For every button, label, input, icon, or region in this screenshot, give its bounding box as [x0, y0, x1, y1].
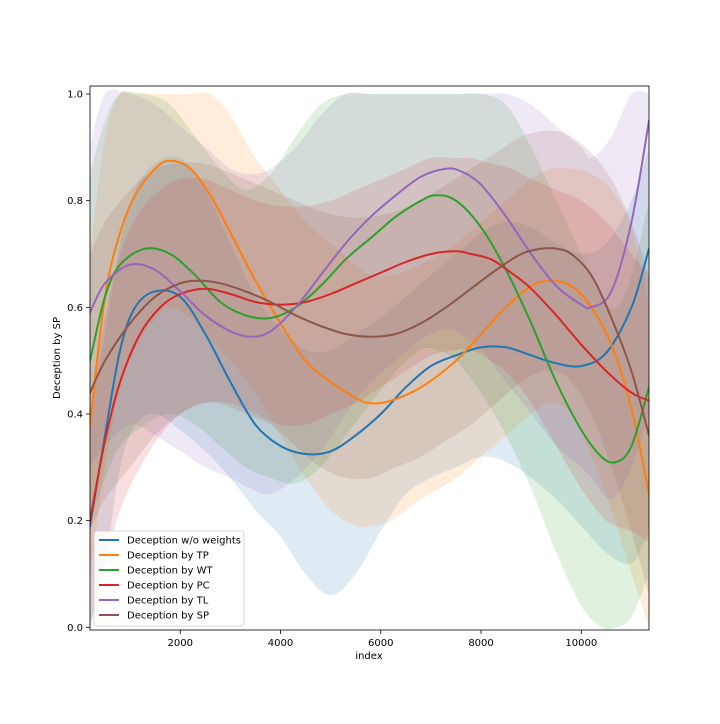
legend-label: Deception by PC — [127, 581, 210, 592]
x-tick-label: 2000 — [168, 638, 193, 649]
series-lines — [90, 119, 649, 527]
series-line-deception-by-pc — [90, 250, 649, 522]
y-tick-label: 0.8 — [67, 196, 83, 207]
legend-label: Deception by TL — [127, 596, 209, 607]
legend-items: Deception w/o weights Deception by TP Dece… — [99, 536, 241, 622]
series-line-deception-by-tp — [90, 159, 649, 495]
legend-label: Deception w/o weights — [127, 536, 241, 547]
legend-label: Deception by TP — [127, 551, 209, 562]
confidence-bands — [90, 89, 649, 630]
legend-box — [93, 530, 245, 627]
x-tick-label: 8000 — [468, 638, 493, 649]
series-line-deception-by-sp — [90, 247, 649, 437]
y-axis: 0.0 0.2 0.4 0.6 0.8 1.0 — [67, 90, 90, 634]
x-axis-title: index — [355, 651, 382, 662]
y-tick-label: 0.6 — [67, 303, 83, 314]
legend-label: Deception by SP — [127, 611, 209, 622]
band-deception-by-sp — [90, 130, 649, 596]
band-deception-by-tp — [90, 90, 649, 628]
y-axis-title: Deception by SP — [52, 317, 63, 399]
y-tick-label: 1.0 — [67, 90, 83, 101]
plot-area-frame — [89, 85, 650, 631]
band-deception-by-wt — [90, 91, 649, 630]
band-deception-w-o-weights — [90, 147, 649, 628]
legend-label: Deception by WT — [127, 566, 214, 577]
y-tick-label: 0.2 — [67, 516, 83, 527]
legend: Deception w/o weights Deception by TP Dece… — [93, 530, 245, 627]
x-tick-label: 10000 — [565, 638, 597, 649]
series-line-deception-by-wt — [90, 194, 649, 464]
series-line-deception-by-tl — [90, 119, 649, 338]
y-tick-label: 0.4 — [67, 410, 83, 421]
x-tick-label: 4000 — [268, 638, 293, 649]
band-deception-by-tl — [90, 89, 649, 500]
y-tick-label: 0.0 — [67, 623, 83, 634]
x-tick-label: 6000 — [368, 638, 393, 649]
series-line-deception-w-o-weights — [90, 247, 649, 527]
x-axis: 2000 4000 6000 8000 10000 — [168, 630, 597, 649]
